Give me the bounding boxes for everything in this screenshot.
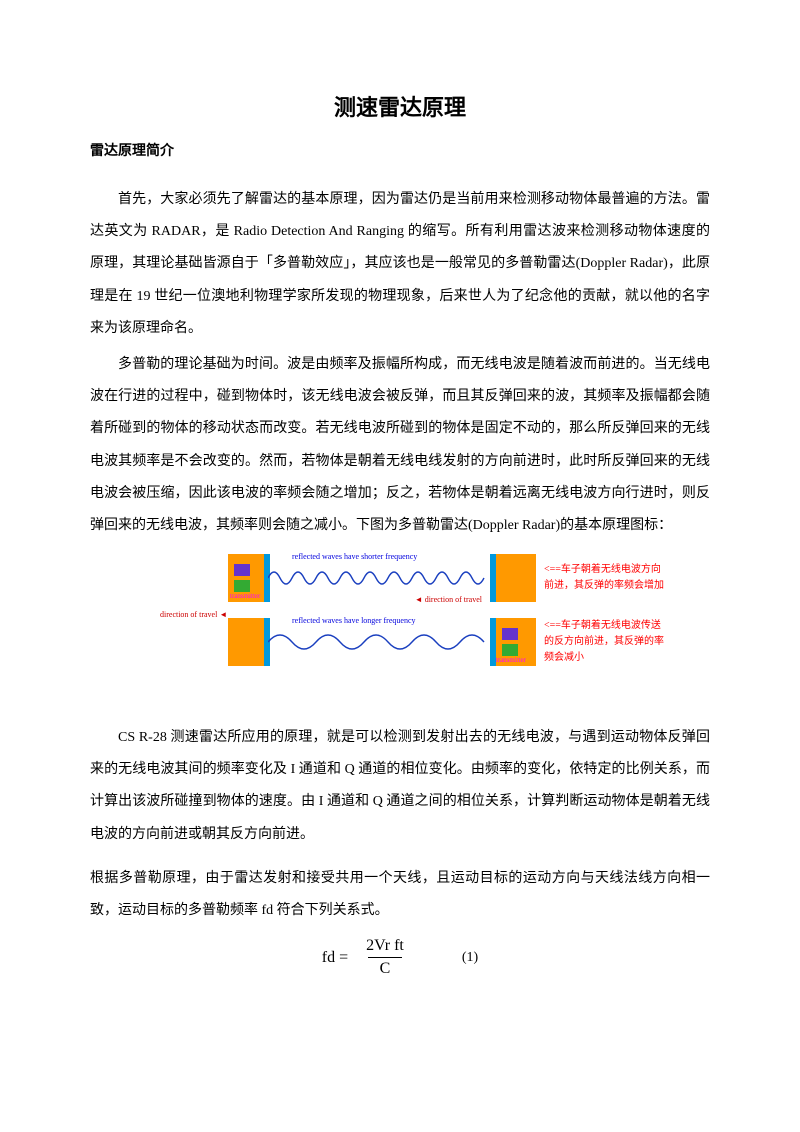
- denominator: C: [368, 957, 403, 978]
- section-heading: 雷达原理简介: [90, 140, 710, 160]
- wave-zone-long: reflected waves have longer frequency: [268, 618, 488, 666]
- direction-arrow-left: ◄ direction of travel: [415, 595, 482, 604]
- doppler-diagrams: receiver transmitter reflected waves hav…: [220, 554, 710, 666]
- short-wave-icon: [268, 564, 488, 592]
- transmitter-label: transmitter: [496, 656, 526, 664]
- paragraph-3: CS R-28 测速雷达所应用的原理，就是可以检测到发射出去的无线电波，与遇到运…: [90, 722, 710, 851]
- diagram-approaching: receiver transmitter reflected waves hav…: [220, 554, 710, 602]
- wave-caption: reflected waves have shorter frequency: [292, 552, 417, 561]
- paragraph-1: 首先，大家必须先了解雷达的基本原理，因为雷达仍是当前用来检测移动物体最普遍的方法…: [90, 184, 710, 345]
- car-block-left: direction of travel ◄: [220, 618, 268, 666]
- formula-lhs: fd =: [322, 949, 348, 967]
- long-wave-icon: [268, 628, 488, 656]
- diagram-receding: direction of travel ◄ reflected waves ha…: [220, 618, 710, 666]
- block-body: [496, 554, 536, 602]
- radar-block-right: receiver transmitter: [488, 618, 536, 666]
- wave-caption: reflected waves have longer frequency: [292, 616, 416, 625]
- doppler-formula: fd = 2Vr ft C (1): [90, 937, 710, 978]
- transmitter-square: [234, 580, 250, 592]
- radar-block-left: receiver transmitter: [220, 554, 268, 602]
- block-body: [228, 618, 268, 666]
- note-approaching: <==车子朝着无线电波方向前进，其反弹的率频会增加: [544, 562, 664, 594]
- transmitter-label: transmitter: [230, 592, 260, 600]
- transmitter-square: [502, 644, 518, 656]
- note-receding: <==车子朝着无线电波传送的反方向前进，其反弹的率频会减小: [544, 618, 664, 666]
- paragraph-2: 多普勒的理论基础为时间。波是由频率及振幅所构成，而无线电波是随着波而前进的。当无…: [90, 349, 710, 542]
- fraction: 2Vr ft C: [354, 937, 416, 978]
- direction-arrow-left: direction of travel ◄: [160, 610, 227, 619]
- receiver-square: [502, 628, 518, 640]
- car-block-right: [488, 554, 536, 602]
- page-title: 测速雷达原理: [90, 90, 710, 122]
- equation-number: (1): [462, 950, 478, 966]
- paragraph-4: 根据多普勒原理，由于雷达发射和接受共用一个天线，且运动目标的运动方向与天线法线方…: [90, 863, 710, 927]
- wave-zone-short: reflected waves have shorter frequency ◄…: [268, 554, 488, 602]
- numerator: 2Vr ft: [354, 937, 416, 957]
- receiver-square: [234, 564, 250, 576]
